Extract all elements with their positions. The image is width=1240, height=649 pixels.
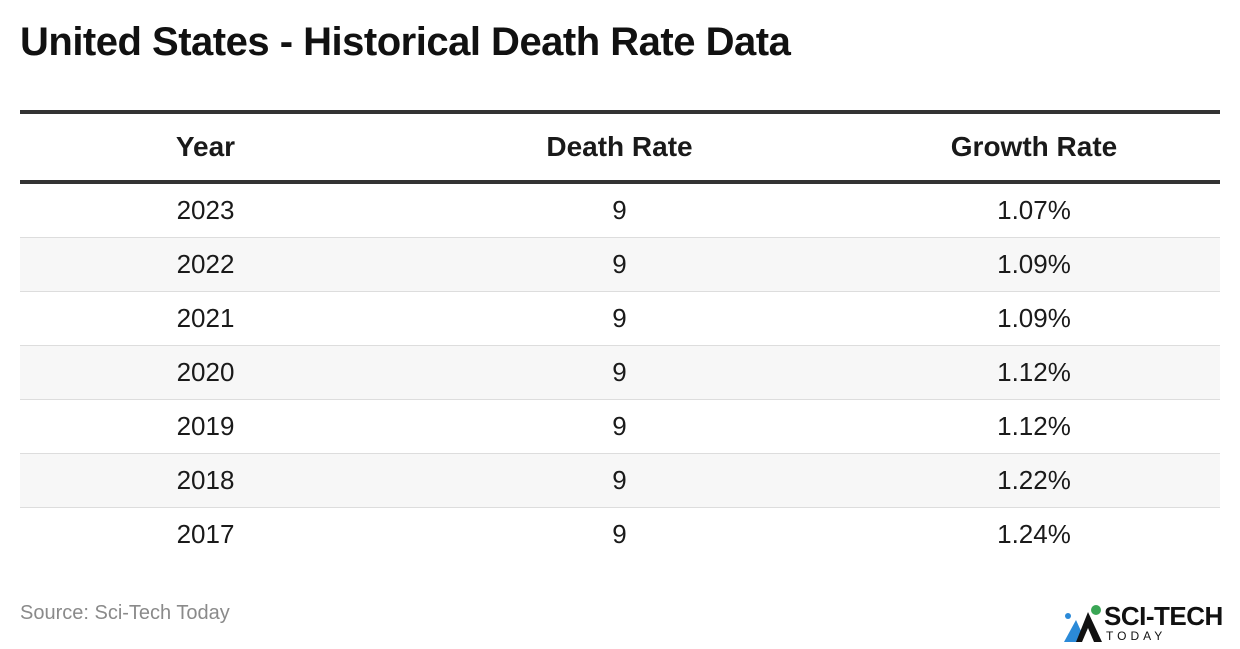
cell-death-rate: 9: [391, 182, 848, 238]
cell-death-rate: 9: [391, 237, 848, 292]
cell-year: 2017: [176, 519, 235, 549]
cell-year: 2022: [20, 237, 391, 292]
cell-death-rate: 9: [391, 345, 848, 400]
cell-growth-rate: 1.07%: [848, 182, 1220, 238]
table-row: 2020 9 1.12%: [20, 345, 1220, 400]
table-row: 2017 9 1.24%: [20, 508, 1220, 562]
sci-tech-today-logo: SCI-TECH TODAY: [1062, 600, 1238, 646]
logo-wordmark: SCI-TECH: [1104, 601, 1223, 631]
cell-growth-rate: 1.22%: [848, 453, 1220, 508]
table-header-row: Year Death Rate Growth Rate: [20, 112, 1220, 182]
source-note: Source: Sci-Tech Today: [20, 602, 230, 624]
cell-growth-rate: 1.12%: [848, 399, 1220, 454]
cell-growth-rate: 1.09%: [848, 237, 1220, 292]
death-rate-table: Year Death Rate Growth Rate 2023 9 1.07%…: [20, 110, 1220, 561]
table-row: 2019 9 1.12%: [20, 399, 1220, 454]
cell-death-rate: 9: [391, 453, 848, 508]
table-row: 2023 9 1.07%: [20, 182, 1220, 238]
cell-death-rate: 9: [391, 291, 848, 346]
column-header-year: Year: [175, 131, 236, 162]
cell-death-rate: 9: [612, 519, 627, 549]
column-header-growth-rate: Growth Rate: [950, 131, 1118, 162]
cell-year: 2021: [20, 291, 391, 346]
page-title: United States - Historical Death Rate Da…: [20, 20, 791, 64]
cell-death-rate: 9: [391, 399, 848, 454]
cell-growth-rate: 1.09%: [848, 291, 1220, 346]
mountain-logo-icon: [1062, 602, 1104, 644]
table-row: 2022 9 1.09%: [20, 237, 1220, 292]
column-header-death-rate: Death Rate: [546, 131, 693, 162]
cell-year: 2020: [20, 345, 391, 400]
data-table-container: Year Death Rate Growth Rate 2023 9 1.07%…: [20, 110, 1220, 561]
logo-subtitle: TODAY: [1106, 629, 1167, 643]
table-row: 2021 9 1.09%: [20, 291, 1220, 346]
cell-growth-rate: 1.24%: [997, 519, 1071, 549]
cell-year: 2023: [20, 182, 391, 238]
cell-growth-rate: 1.12%: [848, 345, 1220, 400]
cell-year: 2018: [20, 453, 391, 508]
cell-year: 2019: [20, 399, 391, 454]
table-row: 2018 9 1.22%: [20, 453, 1220, 508]
